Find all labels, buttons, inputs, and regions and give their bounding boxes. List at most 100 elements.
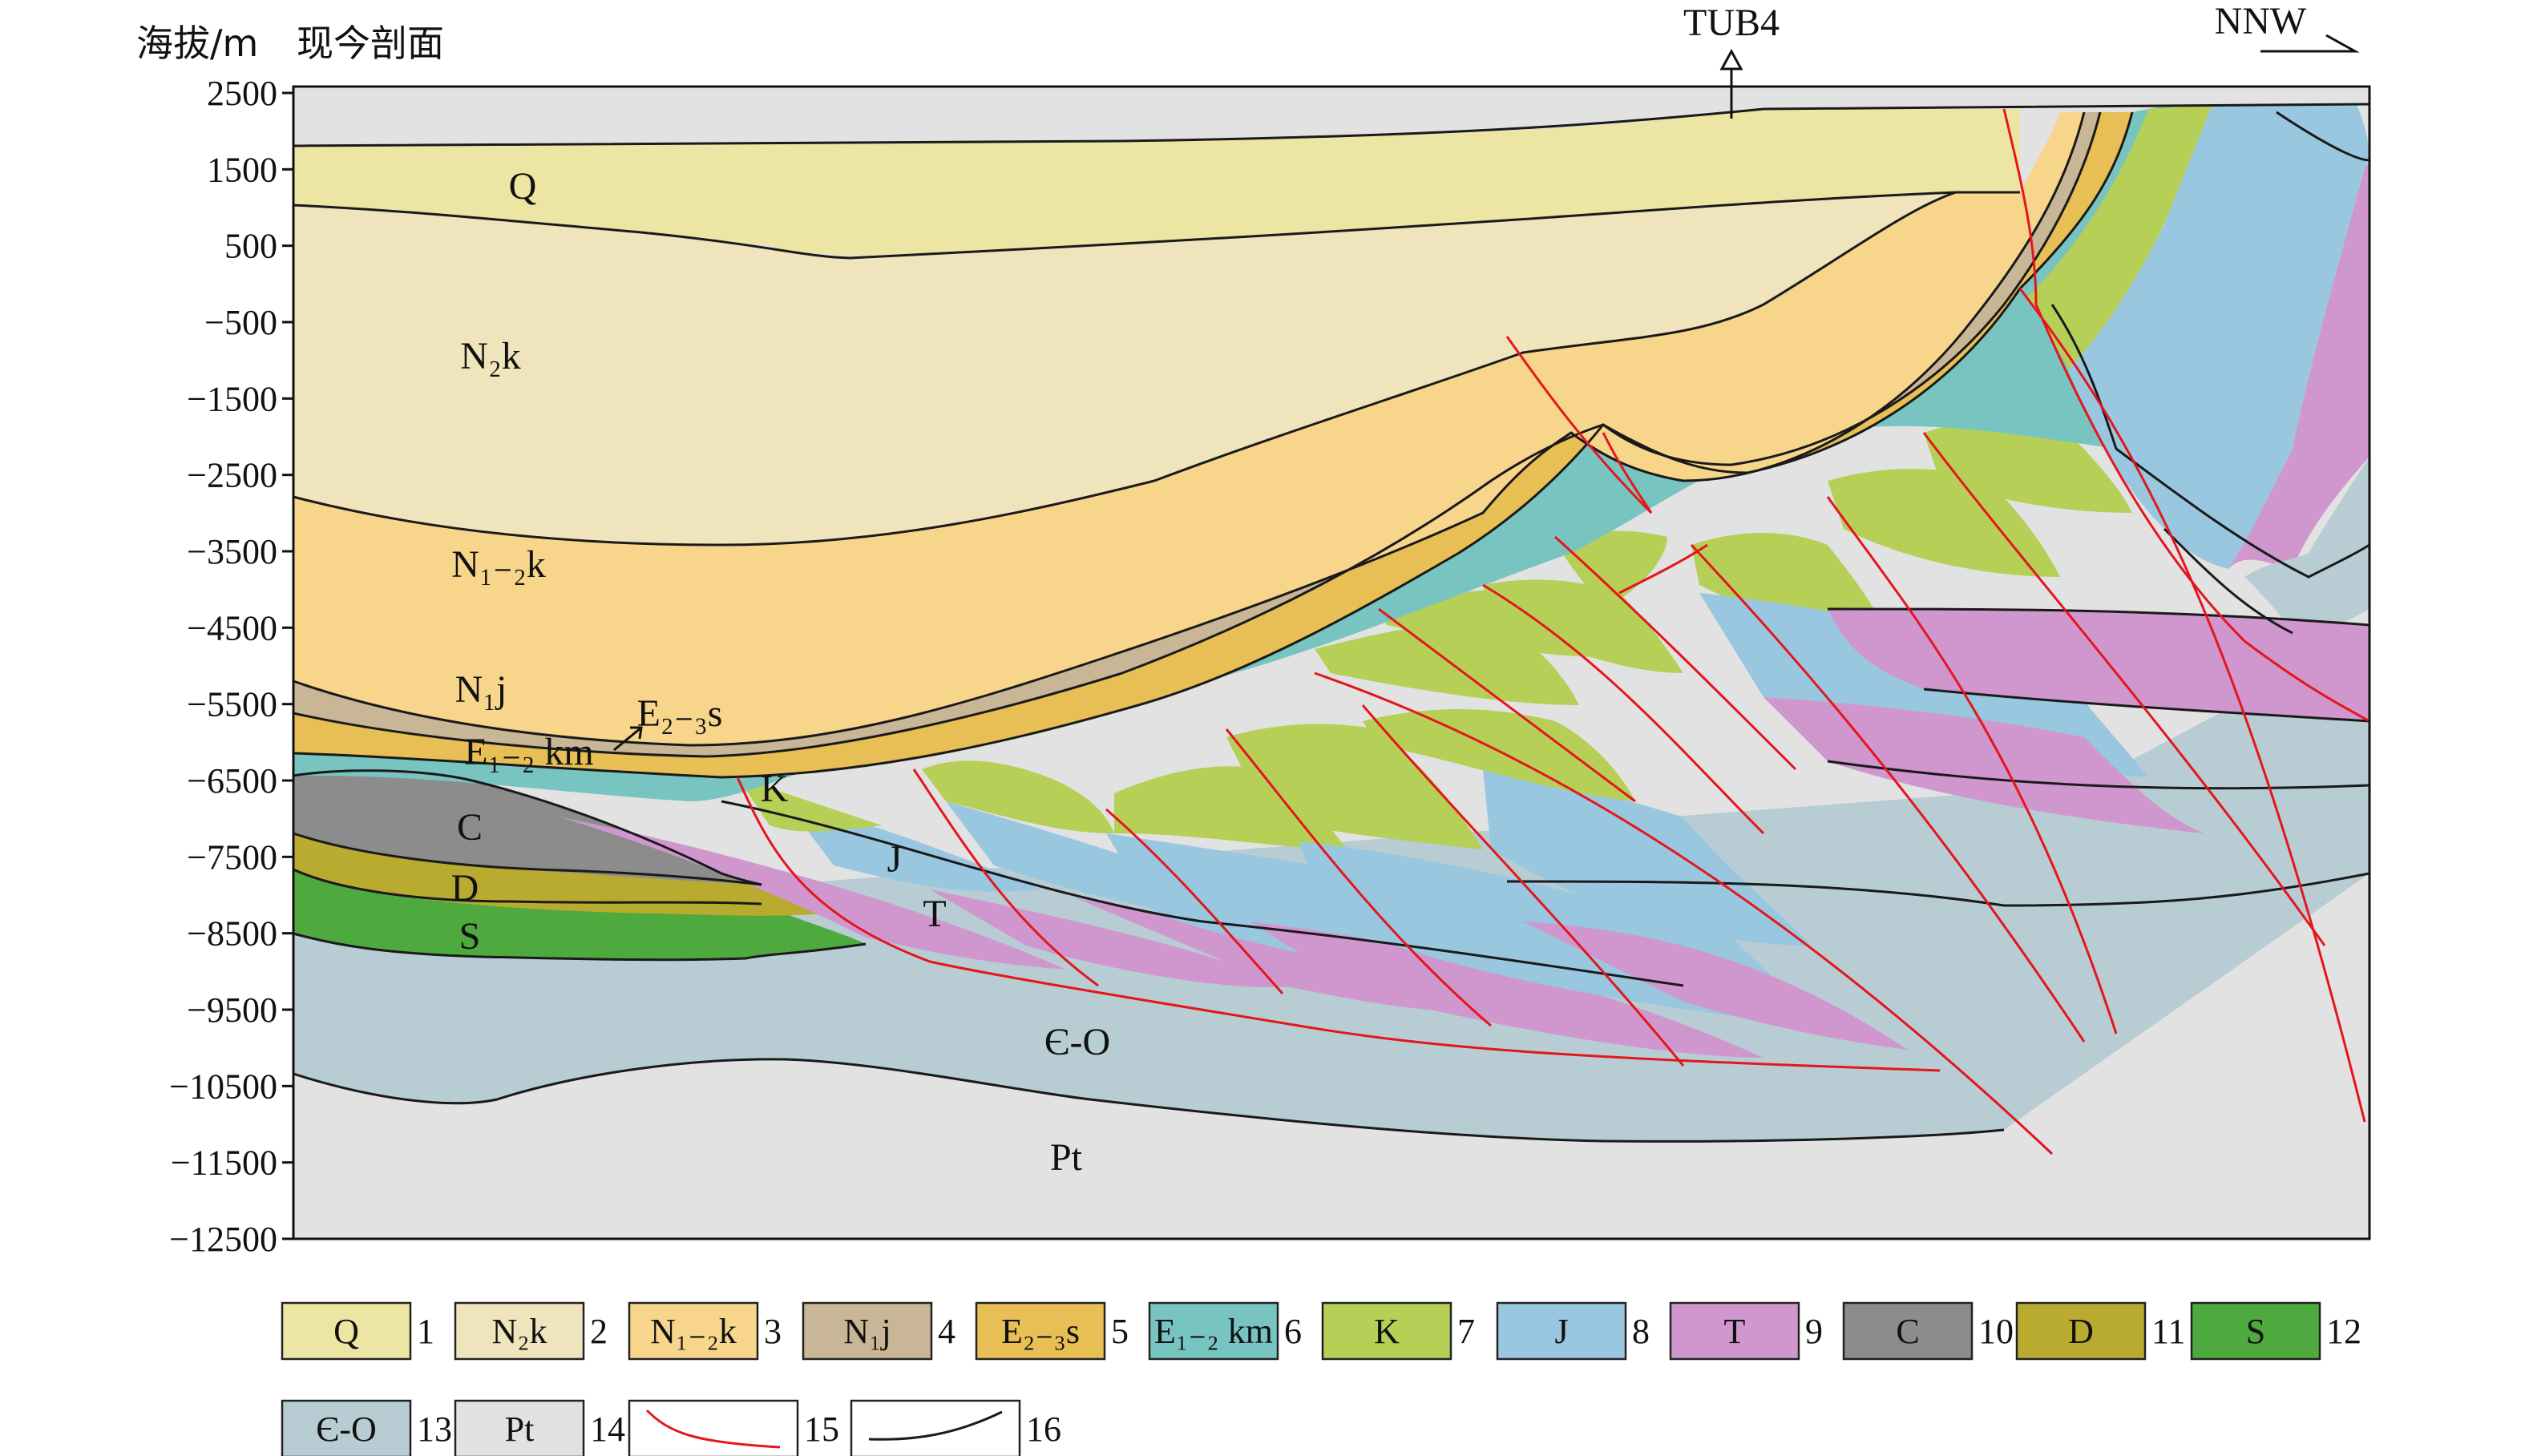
legend-label: N₁₋₂k (650, 1312, 737, 1351)
unit-n1j (293, 112, 2100, 756)
label-co: Є-O (1044, 1021, 1110, 1063)
arrow-pointer-icon (613, 726, 643, 752)
label-t: T (923, 893, 946, 935)
legend-label: T (1724, 1312, 1746, 1351)
legend-swatch (628, 1301, 759, 1361)
y-tick-label: −12500 (169, 1220, 277, 1259)
stratigraphic-contacts (293, 103, 2370, 1143)
legend-number: 10 (1978, 1312, 2014, 1351)
legend-swatch (454, 1301, 585, 1361)
y-tick-label: 500 (224, 227, 277, 266)
y-tick-label: −8500 (187, 914, 277, 954)
legend-label: J (1554, 1312, 1568, 1351)
legend-item: N₁₋₂k 3 (628, 1301, 782, 1361)
y-tick-label: −4500 (187, 608, 277, 647)
label-n2k: N₂k (460, 335, 520, 377)
faults (736, 108, 2370, 1156)
label-n1j: N₁j (455, 668, 507, 711)
unit-d (293, 833, 826, 916)
section-title: 现今剖面 (297, 22, 444, 65)
legend-item: Є-O 13 (281, 1399, 452, 1456)
y-tick-label: −5500 (187, 685, 277, 724)
legend-swatch (850, 1399, 1021, 1456)
unit-co-east (2244, 457, 2369, 635)
unit-q (293, 109, 2020, 255)
contact-line-icon (868, 1410, 1003, 1441)
legend-number: 5 (1111, 1312, 1129, 1351)
legend-swatch (1321, 1301, 1452, 1361)
legend: Q 1 N₂k 2 N₁₋₂k 3 N₁j 4 E₂₋₃s 5 E₁₋₂ km 6 K 7 J 8 T 9 C 10 D… (281, 1301, 2361, 1456)
unit-t-mid (1828, 609, 2369, 721)
label-j: J (887, 838, 903, 881)
legend-swatch (1669, 1301, 1800, 1361)
unit-c (293, 770, 762, 885)
legend-item: E₁₋₂ km 6 (1148, 1301, 1302, 1361)
legend-swatch (1496, 1301, 1627, 1361)
unit-t-east (2228, 160, 2369, 569)
y-axis-ticks: 2500 1500 500 −500 −1500 −2500 −3500 −4500 −5500… (169, 74, 293, 1259)
legend-number: 13 (417, 1410, 452, 1449)
legend-item: S 12 (2190, 1301, 2361, 1361)
section-frame (292, 85, 2371, 1240)
label-e23s: E₂₋₃s (637, 692, 723, 735)
label-s: S (459, 915, 481, 958)
unit-e23s (293, 112, 2132, 777)
legend-item: Pt 14 (454, 1399, 625, 1456)
legend-swatch (802, 1301, 933, 1361)
legend-label: Є-O (316, 1410, 376, 1449)
y-tick-label: −1500 (187, 379, 277, 418)
label-e12km: E₁₋₂ km (464, 731, 593, 773)
y-axis: 海拔/m 现今剖面 2500 1500 500 −500 −1500 −2500 −3500… (136, 22, 444, 1259)
section-panel: TUB4 NNW (292, 0, 2371, 1240)
legend-number: 6 (1284, 1312, 1302, 1351)
legend-swatch (2190, 1301, 2321, 1361)
y-tick-label: −2500 (187, 456, 277, 495)
legend-number: 7 (1457, 1312, 1475, 1351)
label-k: K (761, 768, 789, 810)
legend-number: 9 (1805, 1312, 1823, 1351)
legend-number: 4 (938, 1312, 955, 1351)
well-name: TUB4 (1683, 2, 1780, 44)
legend-label: D (2068, 1312, 2094, 1351)
direction-label: NNW (2215, 0, 2307, 42)
y-tick-label: −500 (204, 303, 277, 342)
arrow-right-icon (2260, 34, 2360, 53)
legend-label: K (1374, 1312, 1400, 1351)
legend-label: S (2246, 1312, 2265, 1351)
unit-s (293, 869, 866, 960)
label-n12k: N₁₋₂k (451, 543, 545, 586)
unit-n2k (293, 192, 1956, 545)
y-tick-label: −11500 (171, 1143, 277, 1183)
legend-swatch (2015, 1301, 2147, 1361)
legend-number: 14 (590, 1410, 625, 1449)
y-tick-label: −7500 (187, 837, 277, 877)
legend-label: Q (333, 1312, 359, 1351)
legend-item: 15 (628, 1399, 839, 1456)
legend-number: 8 (1632, 1312, 1650, 1351)
unit-j-east (2068, 104, 2369, 569)
y-tick-label: −6500 (187, 761, 277, 801)
legend-number: 2 (590, 1312, 608, 1351)
legend-label: E₂₋₃s (1001, 1312, 1080, 1351)
legend-swatch (1148, 1301, 1279, 1361)
label-pt: Pt (1050, 1136, 1083, 1179)
legend-label: E₁₋₂ km (1154, 1312, 1273, 1351)
legend-swatch (281, 1399, 412, 1456)
legend-item: N₂k 2 (454, 1301, 608, 1361)
y-axis-title: 海拔/m (136, 22, 258, 65)
legend-swatch (454, 1399, 585, 1456)
legend-item: N₁j 4 (802, 1301, 955, 1361)
legend-item: 16 (850, 1399, 1061, 1456)
legend-number: 1 (417, 1312, 434, 1351)
well-tub4: TUB4 (1683, 2, 1780, 119)
thrust-slices (561, 413, 2204, 1058)
legend-item: E₂₋₃s 5 (975, 1301, 1129, 1361)
fault-line-icon (645, 1409, 781, 1449)
legend-label: Pt (505, 1410, 535, 1449)
legend-label: N₂k (491, 1312, 547, 1351)
